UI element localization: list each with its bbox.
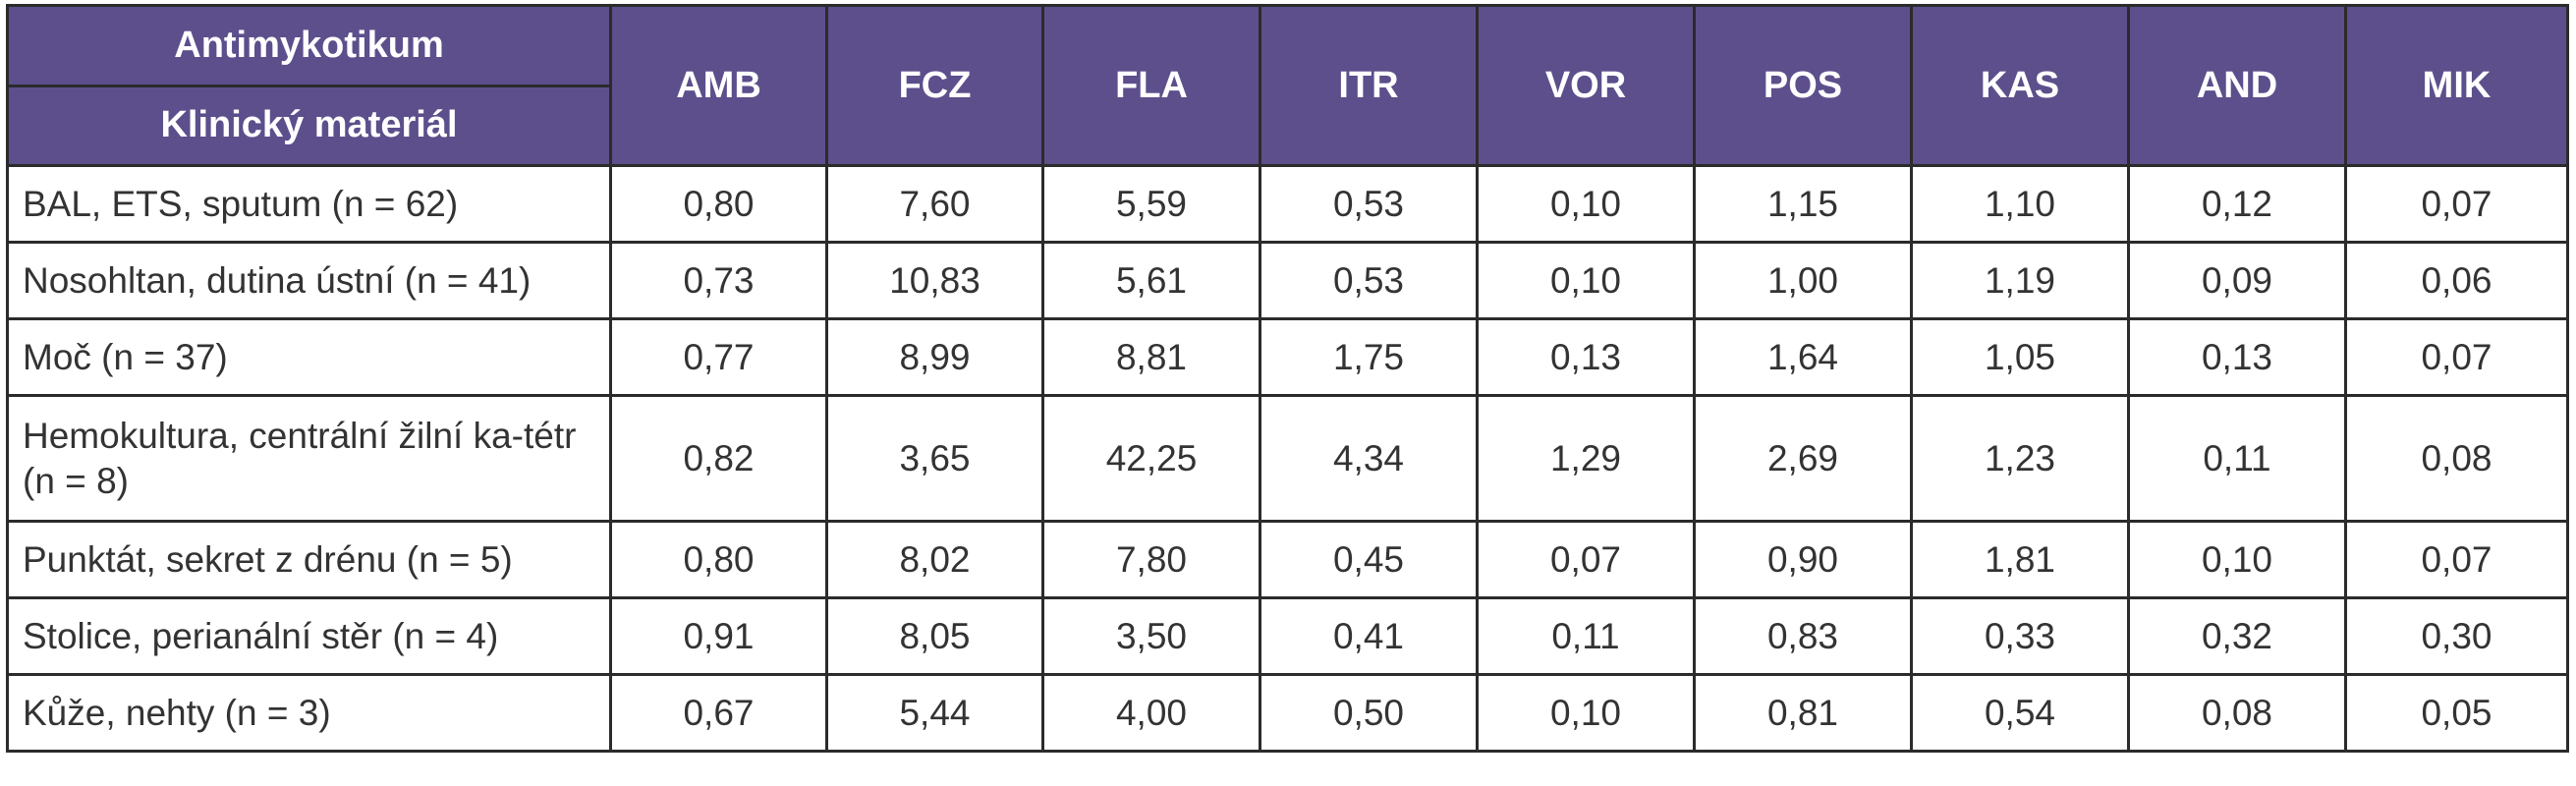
corner-header-cell: Antimykotikum Klinický materiál (6, 4, 612, 167)
value-cell: 0,11 (2127, 394, 2347, 523)
value-cell: 0,67 (609, 673, 828, 753)
value-cell: 0,81 (1693, 673, 1913, 753)
value-cell: 3,65 (825, 394, 1044, 523)
value-cell: 0,08 (2344, 394, 2569, 523)
value-cell: 3,50 (1041, 596, 1261, 676)
table-row: Kůže, nehty (n = 3) 0,67 5,44 4,00 0,50 0,10 0… (6, 673, 2569, 753)
value-cell: 0,07 (1476, 520, 1696, 599)
value-cell: 1,75 (1259, 317, 1479, 397)
value-cell: 5,61 (1041, 241, 1261, 320)
clinical-material-header: Klinický materiál (160, 104, 458, 146)
value-cell: 1,64 (1693, 317, 1913, 397)
value-cell: 0,41 (1259, 596, 1479, 676)
value-cell: 8,81 (1041, 317, 1261, 397)
value-cell: 0,53 (1259, 241, 1479, 320)
table-row: Punktát, sekret z drénu (n = 5) 0,80 8,02 7… (6, 520, 2569, 599)
value-cell: 1,29 (1476, 394, 1696, 523)
antimycotic-header: Antimykotikum (9, 7, 609, 87)
value-cell: 0,80 (609, 520, 828, 599)
value-cell: 0,11 (1476, 596, 1696, 676)
row-label: Nosohltan, dutina ústní (n = 41) (6, 241, 612, 320)
row-label: Kůže, nehty (n = 3) (6, 673, 612, 753)
value-cell: 5,59 (1041, 164, 1261, 244)
column-header: FLA (1041, 4, 1261, 167)
column-header: KAS (1910, 4, 2130, 167)
value-cell: 8,02 (825, 520, 1044, 599)
value-cell: 1,81 (1910, 520, 2130, 599)
value-cell: 0,53 (1259, 164, 1479, 244)
value-cell: 1,10 (1910, 164, 2130, 244)
value-cell: 0,12 (2127, 164, 2347, 244)
column-header: ITR (1259, 4, 1479, 167)
value-cell: 0,77 (609, 317, 828, 397)
value-cell: 0,10 (1476, 164, 1696, 244)
column-header: VOR (1476, 4, 1696, 167)
table-row: Hemokultura, centrální žilní ka-tétr (n … (6, 394, 2569, 523)
row-label: BAL, ETS, sputum (n = 62) (6, 164, 612, 244)
row-label: Punktát, sekret z drénu (n = 5) (6, 520, 612, 599)
value-cell: 0,07 (2344, 164, 2569, 244)
value-cell: 0,33 (1910, 596, 2130, 676)
value-cell: 2,69 (1693, 394, 1913, 523)
column-header: FCZ (825, 4, 1044, 167)
value-cell: 42,25 (1041, 394, 1261, 523)
value-cell: 0,10 (1476, 673, 1696, 753)
column-header: POS (1693, 4, 1913, 167)
value-cell: 1,05 (1910, 317, 2130, 397)
row-label: Hemokultura, centrální žilní ka-tétr (n … (6, 394, 612, 523)
data-table: Antimykotikum Klinický materiál AMB FCZ … (6, 4, 2569, 753)
column-header: AND (2127, 4, 2347, 167)
value-cell: 1,19 (1910, 241, 2130, 320)
value-cell: 0,45 (1259, 520, 1479, 599)
value-cell: 0,08 (2127, 673, 2347, 753)
row-label: Stolice, perianální stěr (n = 4) (6, 596, 612, 676)
column-header: AMB (609, 4, 828, 167)
value-cell: 0,90 (1693, 520, 1913, 599)
table-row: BAL, ETS, sputum (n = 62) 0,80 7,60 5,59 0,5… (6, 164, 2569, 244)
value-cell: 0,82 (609, 394, 828, 523)
value-cell: 0,10 (2127, 520, 2347, 599)
table-row: Nosohltan, dutina ústní (n = 41) 0,73 10,8… (6, 241, 2569, 320)
value-cell: 8,05 (825, 596, 1044, 676)
table-row: Stolice, perianální stěr (n = 4) 0,91 8,05… (6, 596, 2569, 676)
value-cell: 0,50 (1259, 673, 1479, 753)
value-cell: 0,13 (2127, 317, 2347, 397)
value-cell: 5,44 (825, 673, 1044, 753)
value-cell: 0,10 (1476, 241, 1696, 320)
value-cell: 0,83 (1693, 596, 1913, 676)
value-cell: 0,73 (609, 241, 828, 320)
value-cell: 1,00 (1693, 241, 1913, 320)
value-cell: 0,06 (2344, 241, 2569, 320)
value-cell: 7,80 (1041, 520, 1261, 599)
value-cell: 8,99 (825, 317, 1044, 397)
header-row: Antimykotikum Klinický materiál AMB FCZ … (6, 4, 2569, 167)
value-cell: 0,30 (2344, 596, 2569, 676)
value-cell: 7,60 (825, 164, 1044, 244)
value-cell: 0,05 (2344, 673, 2569, 753)
value-cell: 1,23 (1910, 394, 2130, 523)
table-row: Moč (n = 37) 0,77 8,99 8,81 1,75 0,13 1,64 1,05… (6, 317, 2569, 397)
value-cell: 0,32 (2127, 596, 2347, 676)
value-cell: 10,83 (825, 241, 1044, 320)
value-cell: 0,13 (1476, 317, 1696, 397)
value-cell: 0,07 (2344, 520, 2569, 599)
value-cell: 0,91 (609, 596, 828, 676)
column-header: MIK (2344, 4, 2569, 167)
value-cell: 0,09 (2127, 241, 2347, 320)
row-label: Moč (n = 37) (6, 317, 612, 397)
value-cell: 1,15 (1693, 164, 1913, 244)
value-cell: 4,00 (1041, 673, 1261, 753)
value-cell: 0,54 (1910, 673, 2130, 753)
value-cell: 4,34 (1259, 394, 1479, 523)
value-cell: 0,07 (2344, 317, 2569, 397)
value-cell: 0,80 (609, 164, 828, 244)
